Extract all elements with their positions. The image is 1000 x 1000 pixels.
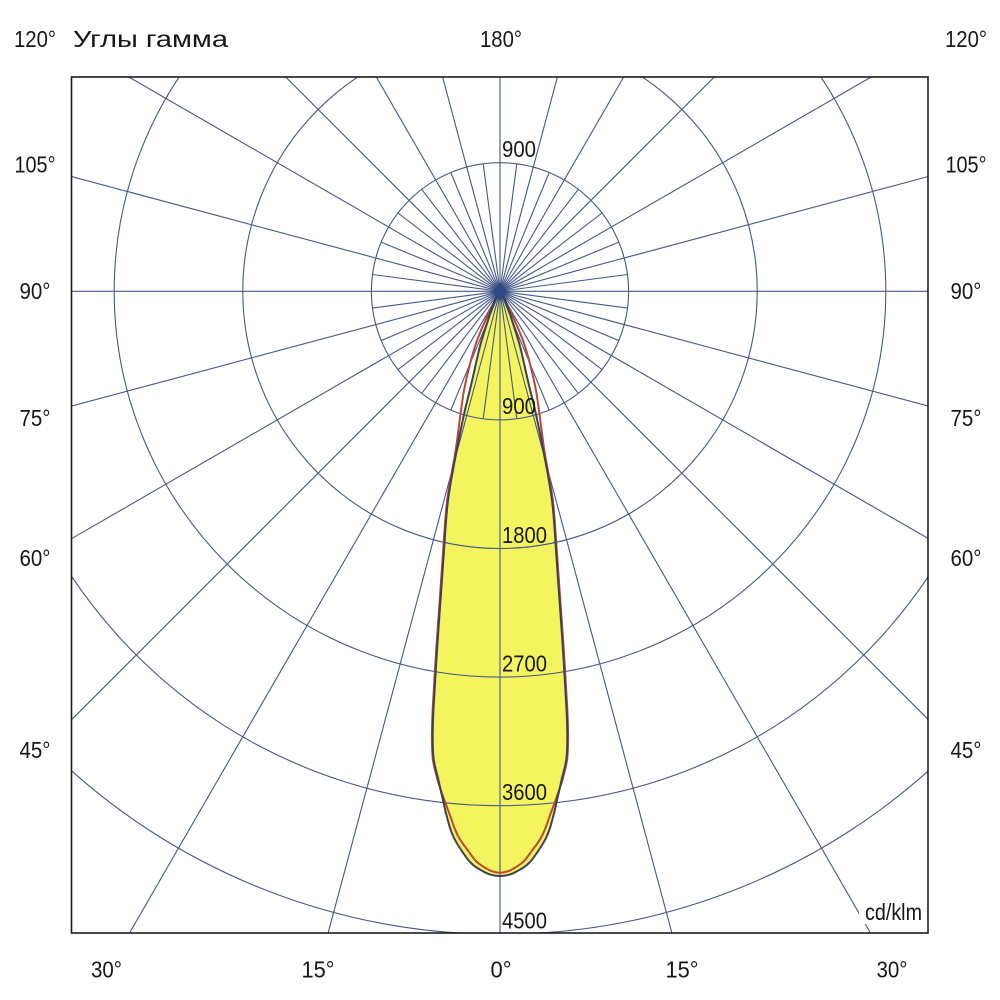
svg-text:105°: 105°	[946, 152, 987, 178]
svg-text:60°: 60°	[951, 545, 982, 571]
svg-text:4500: 4500	[502, 908, 547, 934]
svg-text:1800: 1800	[502, 522, 547, 548]
svg-text:0°: 0°	[491, 957, 512, 983]
svg-text:180°: 180°	[480, 26, 522, 52]
svg-text:3600: 3600	[502, 779, 547, 805]
svg-text:105°: 105°	[15, 152, 56, 178]
svg-text:cd/klm: cd/klm	[865, 899, 922, 925]
svg-text:15°: 15°	[302, 957, 335, 983]
svg-text:90°: 90°	[951, 278, 982, 304]
svg-text:60°: 60°	[20, 545, 51, 571]
svg-text:15°: 15°	[666, 957, 699, 983]
svg-text:45°: 45°	[951, 737, 982, 763]
svg-text:900: 900	[502, 393, 536, 419]
svg-text:30°: 30°	[91, 957, 122, 983]
svg-text:30°: 30°	[877, 957, 908, 983]
svg-text:90°: 90°	[20, 278, 51, 304]
svg-text:75°: 75°	[20, 405, 51, 431]
svg-text:120°: 120°	[945, 26, 987, 52]
svg-text:120°: 120°	[14, 26, 56, 52]
svg-text:900: 900	[502, 136, 536, 162]
svg-text:45°: 45°	[20, 737, 51, 763]
svg-text:Углы гамма: Углы гамма	[73, 26, 228, 52]
svg-text:75°: 75°	[951, 405, 982, 431]
svg-text:2700: 2700	[502, 651, 547, 677]
